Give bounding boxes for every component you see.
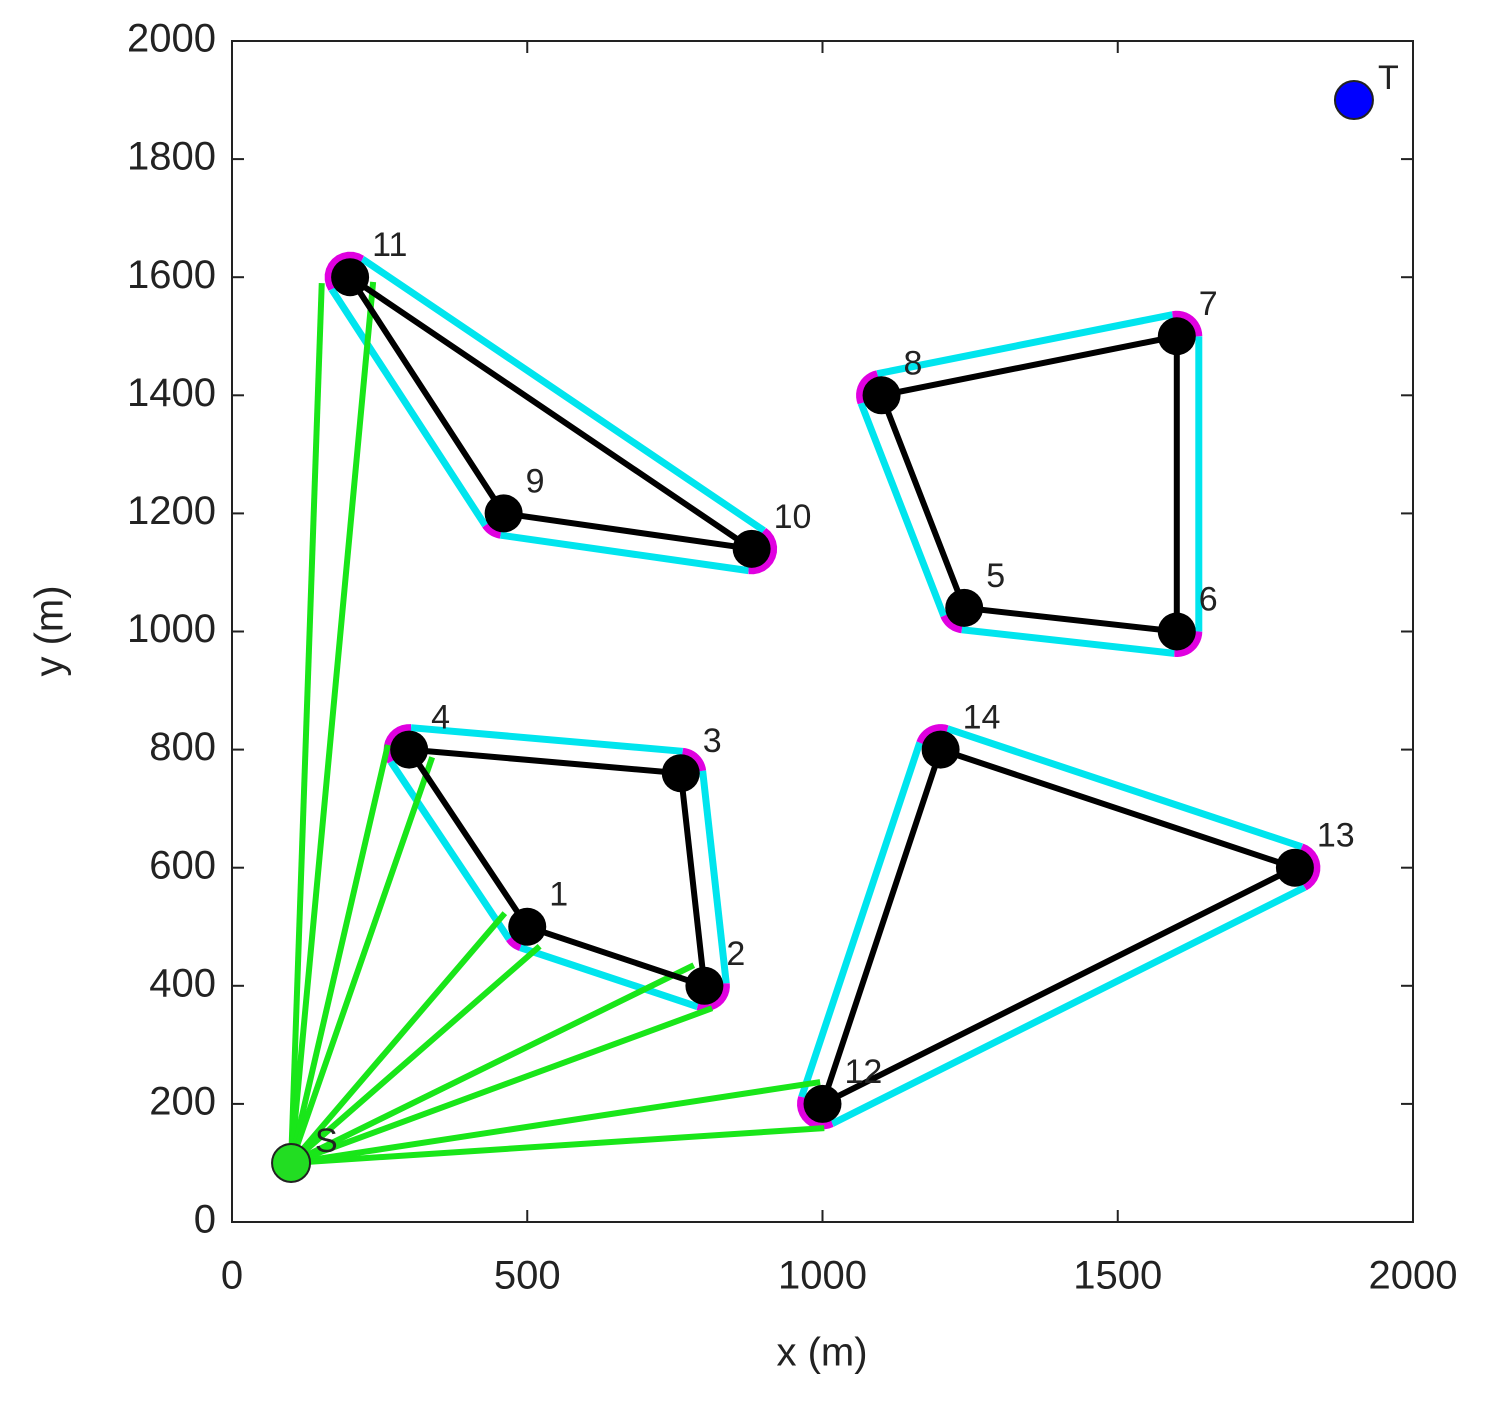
hull-corner bbox=[1174, 631, 1203, 657]
hull-edge bbox=[946, 725, 1303, 851]
link bbox=[289, 962, 696, 1166]
hull-edge bbox=[519, 944, 699, 1010]
x-tick-label: 2000 bbox=[1369, 1254, 1458, 1298]
node-label: 12 bbox=[845, 1053, 883, 1091]
node bbox=[732, 529, 771, 568]
node-label: 5 bbox=[986, 557, 1005, 595]
target-node bbox=[1333, 80, 1374, 121]
y-tick-label: 1600 bbox=[127, 253, 216, 297]
node-label: 3 bbox=[703, 722, 722, 760]
node-label: 14 bbox=[963, 699, 1001, 737]
hull-edge bbox=[410, 724, 683, 755]
node bbox=[945, 588, 984, 627]
node bbox=[390, 730, 429, 769]
y-tick-label: 200 bbox=[149, 1079, 216, 1123]
node bbox=[661, 754, 700, 793]
node-label: 6 bbox=[1199, 580, 1218, 618]
hull-edge bbox=[830, 884, 1307, 1127]
y-tick-label: 1000 bbox=[127, 607, 216, 651]
node bbox=[685, 966, 724, 1005]
hull-corner bbox=[940, 614, 963, 634]
hull-edge bbox=[500, 531, 750, 575]
y-tick-label: 0 bbox=[194, 1198, 216, 1242]
hull-edge bbox=[961, 626, 1175, 657]
x-axis-label: x (m) bbox=[776, 1331, 867, 1375]
hull-corner bbox=[1172, 310, 1203, 337]
node bbox=[1157, 612, 1196, 651]
y-tick-label: 600 bbox=[149, 843, 216, 887]
x-tick-label: 1500 bbox=[1073, 1254, 1162, 1298]
link bbox=[288, 281, 377, 1164]
hull-edge bbox=[360, 256, 766, 534]
node bbox=[484, 494, 523, 533]
y-tick-label: 1800 bbox=[127, 135, 216, 179]
x-tick-label: 0 bbox=[221, 1254, 243, 1298]
link bbox=[288, 283, 325, 1164]
link bbox=[290, 1005, 714, 1166]
tour bbox=[817, 745, 1303, 1110]
x-tick-label: 1000 bbox=[778, 1254, 867, 1298]
hull-edge bbox=[328, 287, 489, 528]
node-label: 7 bbox=[1199, 285, 1218, 323]
node bbox=[331, 258, 370, 297]
y-tick-label: 400 bbox=[149, 961, 216, 1005]
y-tick-label: 800 bbox=[149, 725, 216, 769]
node bbox=[921, 730, 960, 769]
link bbox=[289, 943, 542, 1166]
node-label: 11 bbox=[372, 226, 407, 264]
source-node-label: S bbox=[315, 1122, 338, 1160]
node-label: 1 bbox=[549, 876, 568, 914]
node-label: 10 bbox=[774, 498, 812, 536]
tour bbox=[347, 274, 754, 552]
node-label: 4 bbox=[431, 699, 450, 737]
hull-corner bbox=[324, 251, 365, 291]
node-label: 9 bbox=[526, 462, 545, 500]
link bbox=[290, 1079, 821, 1166]
link bbox=[288, 756, 436, 1164]
hull-corner bbox=[916, 724, 949, 744]
node bbox=[1157, 317, 1196, 356]
hull-edge bbox=[857, 402, 947, 618]
node bbox=[1275, 848, 1314, 887]
target-node-label: T bbox=[1378, 59, 1399, 97]
y-tick-label: 1200 bbox=[127, 489, 216, 533]
hull-corner bbox=[856, 370, 879, 405]
node-label: 13 bbox=[1317, 817, 1355, 855]
y-tick-label: 2000 bbox=[127, 17, 216, 61]
node-label: 2 bbox=[726, 935, 745, 973]
link bbox=[288, 911, 508, 1165]
hull-corner bbox=[506, 936, 522, 951]
node-label: 8 bbox=[904, 344, 923, 382]
hull-corner bbox=[748, 527, 778, 575]
hull-edge bbox=[699, 770, 730, 984]
source-node bbox=[271, 1142, 312, 1183]
y-tick-label: 1400 bbox=[127, 371, 216, 415]
link bbox=[288, 744, 391, 1164]
hull-corner bbox=[682, 747, 707, 772]
hull-edge bbox=[798, 741, 924, 1099]
link bbox=[290, 1125, 825, 1166]
hull-corner bbox=[1300, 843, 1321, 891]
hull-edge bbox=[876, 311, 1174, 378]
y-axis-label: y (m) bbox=[28, 585, 72, 676]
hull-corner bbox=[482, 523, 502, 539]
node bbox=[803, 1084, 842, 1123]
hull-edge bbox=[387, 759, 512, 941]
x-tick-label: 500 bbox=[494, 1254, 561, 1298]
node bbox=[508, 907, 547, 946]
node bbox=[862, 376, 901, 415]
